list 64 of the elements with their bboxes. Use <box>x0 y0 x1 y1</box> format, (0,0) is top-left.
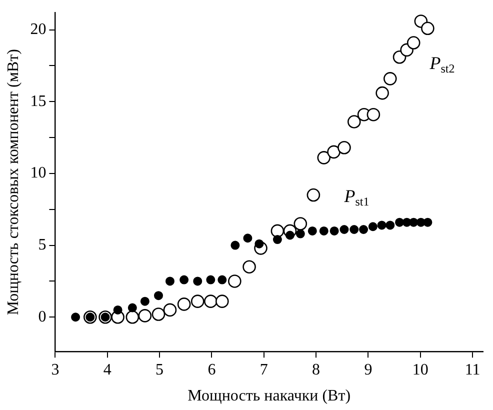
y-tick-label: 20 <box>30 21 46 38</box>
point <box>215 294 229 308</box>
point <box>128 303 137 312</box>
y-tick-label: 0 <box>38 308 46 326</box>
point <box>154 291 163 300</box>
x-tick-label: 7 <box>260 361 268 378</box>
x-tick-label: 5 <box>156 361 164 378</box>
x-tick-label: 10 <box>412 361 428 378</box>
x-tick-label: 6 <box>208 361 216 378</box>
point <box>406 36 420 50</box>
point <box>366 108 380 122</box>
point <box>228 274 242 288</box>
point <box>243 234 252 243</box>
point <box>152 308 166 321</box>
point <box>285 230 294 240</box>
point <box>308 226 317 236</box>
point <box>368 222 378 232</box>
x-tick-label: 11 <box>464 361 480 378</box>
y-tick-label: 5 <box>38 236 46 254</box>
point <box>193 276 202 286</box>
y-axis-title: Мощность стоксовых компонент (мВт) <box>4 49 22 316</box>
point <box>423 218 432 227</box>
point <box>242 260 256 274</box>
point <box>230 240 240 250</box>
point <box>71 312 80 322</box>
point <box>338 140 351 154</box>
point <box>138 309 152 322</box>
point <box>330 226 339 236</box>
x-tick-label: 9 <box>364 361 372 378</box>
point <box>421 22 434 36</box>
point <box>319 226 328 236</box>
point <box>306 188 320 202</box>
point <box>317 151 331 164</box>
point <box>165 276 174 286</box>
point <box>126 310 140 324</box>
point <box>386 220 395 230</box>
x-axis-title: Мощность накачки (Вт) <box>188 388 351 405</box>
point <box>140 296 150 306</box>
point <box>376 86 389 100</box>
point <box>395 218 404 227</box>
point <box>272 235 282 244</box>
point <box>347 115 361 128</box>
point <box>190 294 204 308</box>
point <box>270 224 284 238</box>
y-tick-label: 15 <box>30 92 46 110</box>
x-tick-label: 4 <box>103 361 112 378</box>
point <box>206 275 216 284</box>
point <box>294 217 308 230</box>
point <box>350 225 359 234</box>
point <box>218 275 227 284</box>
point <box>180 275 189 284</box>
point <box>383 72 397 86</box>
point <box>113 305 122 314</box>
point <box>359 225 368 234</box>
x-tick-label: 8 <box>312 361 320 378</box>
point <box>327 145 340 159</box>
point <box>204 294 218 308</box>
point <box>296 229 305 238</box>
point <box>340 225 349 234</box>
point <box>177 298 191 311</box>
point <box>163 303 177 317</box>
y-tick-label: 10 <box>30 164 46 182</box>
x-tick-label: 3 <box>51 361 60 378</box>
point <box>377 220 386 230</box>
